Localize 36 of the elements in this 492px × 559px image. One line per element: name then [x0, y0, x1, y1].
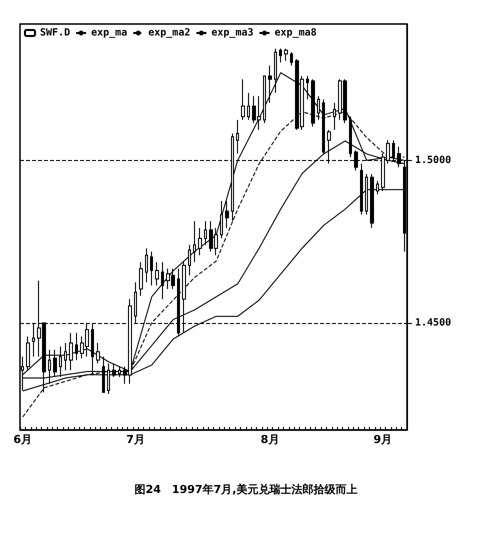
candlestick [96, 342, 100, 364]
candlestick [263, 75, 266, 124]
x-tick-label: 6月 [13, 433, 32, 446]
x-tick-label: 9月 [373, 433, 392, 446]
candlestick [198, 227, 202, 256]
candlestick [75, 332, 78, 361]
candlestick [241, 78, 245, 120]
caption: 图24 1997年7月,美元兑瑞士法郎拾级而上 [134, 483, 358, 496]
candlestick [247, 92, 250, 120]
candlestick [236, 119, 239, 154]
candlestick [284, 48, 288, 62]
candlestick [150, 251, 153, 286]
legend-label: exp_ma3 [211, 28, 254, 38]
candlestick [64, 342, 67, 371]
x-tick-label: 8月 [260, 433, 280, 446]
y-tick-label: 1.5000 [415, 154, 452, 166]
legend-label: exp_ma2 [148, 28, 190, 38]
candlestick [188, 244, 191, 276]
candlestick [69, 332, 73, 371]
candlestick [279, 48, 282, 63]
legend-label: exp_ma8 [274, 28, 317, 38]
candlestick [145, 248, 148, 283]
legend-label: SWF.D [40, 28, 70, 38]
candlestick [290, 52, 293, 66]
candlestick [204, 220, 207, 246]
candlestick [225, 200, 229, 228]
candlestick [161, 262, 164, 300]
candlestick [26, 336, 30, 371]
x-tick-label: 7月 [126, 433, 145, 446]
legend-label: exp_ma [91, 28, 128, 38]
candlestick [220, 200, 223, 239]
y-tick-label: 1.4500 [415, 317, 452, 328]
candlestick [193, 220, 196, 263]
candlestick [306, 75, 309, 100]
candlestick [155, 262, 159, 286]
candlestick [139, 262, 143, 296]
